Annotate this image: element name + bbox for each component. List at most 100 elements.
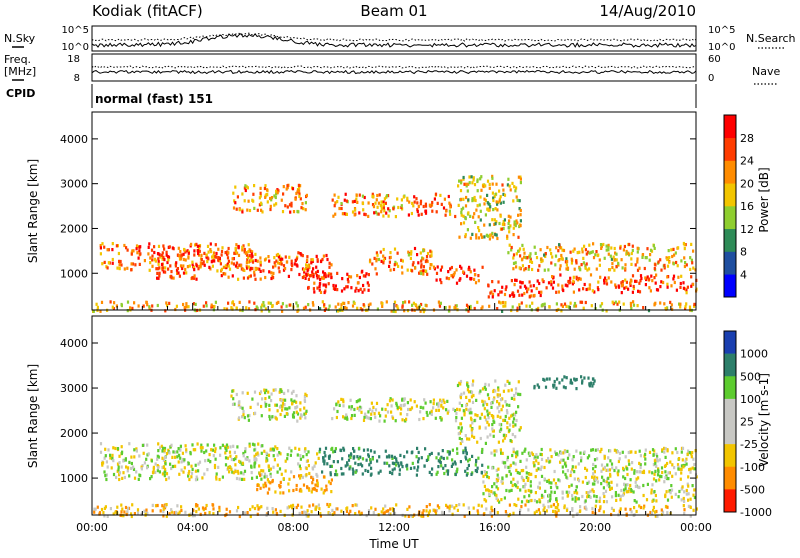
- velocity-cell: [280, 398, 283, 403]
- power-cell: [516, 221, 519, 225]
- power-cell: [162, 244, 165, 248]
- velocity-cell: [298, 511, 301, 515]
- velocity-cell: [555, 452, 558, 456]
- power-cell: [172, 276, 175, 280]
- velocity-cell: [591, 448, 594, 452]
- power-cell: [650, 274, 653, 278]
- velocity-cell: [540, 447, 543, 452]
- power-colorbar-swatch: [724, 206, 736, 230]
- power-cell: [274, 195, 277, 200]
- velocity-cell: [681, 485, 684, 489]
- power-cell: [499, 290, 502, 294]
- power-cell: [513, 283, 516, 287]
- power-cell: [272, 276, 275, 280]
- power-cell: [238, 263, 241, 267]
- power-cell: [345, 212, 348, 216]
- power-cell: [375, 198, 378, 202]
- velocity-cell: [661, 510, 665, 514]
- power-cell: [502, 200, 505, 204]
- velocity-cell: [602, 486, 605, 490]
- velocity-cell: [157, 449, 160, 453]
- velocity-cell: [555, 484, 558, 488]
- power-cell: [95, 302, 98, 306]
- velocity-cell: [492, 434, 495, 438]
- velocity-cell: [161, 504, 164, 508]
- velocity-cell: [264, 391, 267, 395]
- velocity-cell: [652, 505, 655, 509]
- velocity-cell: [497, 388, 500, 392]
- power-cell: [217, 258, 220, 262]
- velocity-cell: [378, 419, 381, 423]
- velocity-cell: [496, 498, 499, 502]
- power-cell: [469, 214, 472, 218]
- power-cell: [311, 259, 314, 263]
- power-cell: [245, 260, 248, 264]
- velocity-cell: [349, 455, 352, 459]
- power-cell: [345, 285, 348, 289]
- power-cell: [638, 290, 642, 294]
- power-cell: [428, 203, 431, 207]
- power-cell: [202, 304, 205, 308]
- velocity-cell: [495, 468, 498, 472]
- power-cell: [306, 264, 309, 268]
- power-cell: [233, 251, 236, 255]
- velocity-cell: [547, 505, 550, 509]
- power-cell: [498, 197, 501, 201]
- velocity-cell: [456, 383, 460, 388]
- velocity-cell: [331, 508, 334, 512]
- velocity-cell: [237, 401, 240, 405]
- power-cell: [286, 184, 289, 188]
- power-cell: [468, 265, 471, 269]
- power-cell: [455, 281, 459, 285]
- power-cell: [506, 234, 509, 238]
- velocity-cell: [512, 511, 515, 515]
- power-cell: [684, 305, 687, 309]
- power-cell: [132, 249, 135, 253]
- velocity-cell: [498, 403, 501, 408]
- velocity-cell: [243, 416, 246, 420]
- velocity-cell: [304, 416, 307, 420]
- velocity-cell: [496, 487, 500, 491]
- power-cell: [498, 221, 501, 226]
- velocity-cell: [519, 508, 522, 512]
- velocity-cell: [484, 418, 488, 422]
- power-cell: [519, 280, 522, 284]
- power-cell: [381, 304, 384, 308]
- velocity-cell: [584, 475, 587, 480]
- velocity-cell: [600, 469, 603, 473]
- power-cell: [411, 201, 414, 205]
- velocity-cell: [109, 456, 112, 460]
- power-cell: [198, 249, 201, 253]
- velocity-cell: [474, 463, 477, 467]
- velocity-cell: [93, 510, 96, 514]
- velocity-cell: [308, 471, 311, 476]
- power-cell: [525, 304, 528, 308]
- power-cell: [278, 270, 281, 274]
- velocity-cell: [359, 455, 362, 459]
- velocity-cell: [489, 433, 492, 437]
- velocity-cell: [300, 489, 303, 493]
- power-cell: [476, 189, 479, 193]
- velocity-cell: [290, 470, 293, 474]
- power-cell: [666, 285, 669, 289]
- power-cell: [290, 201, 293, 205]
- power-cell: [473, 277, 476, 281]
- power-cell: [634, 263, 637, 267]
- power-cell: [692, 266, 695, 270]
- power-cell: [158, 253, 161, 257]
- power-cell: [209, 248, 212, 252]
- power-cell: [559, 246, 562, 250]
- velocity-cell: [537, 485, 540, 489]
- velocity-cell: [560, 458, 563, 462]
- power-cell: [261, 303, 264, 307]
- power-cell: [364, 274, 367, 278]
- velocity-cell: [483, 407, 486, 411]
- velocity-cell: [173, 450, 176, 454]
- power-cell: [586, 268, 589, 272]
- velocity-cell: [421, 512, 424, 516]
- velocity-cell: [192, 448, 195, 452]
- velocity-cell: [413, 466, 416, 470]
- power-cell: [410, 252, 413, 256]
- power-cell: [194, 302, 197, 306]
- velocity-cell: [118, 461, 121, 465]
